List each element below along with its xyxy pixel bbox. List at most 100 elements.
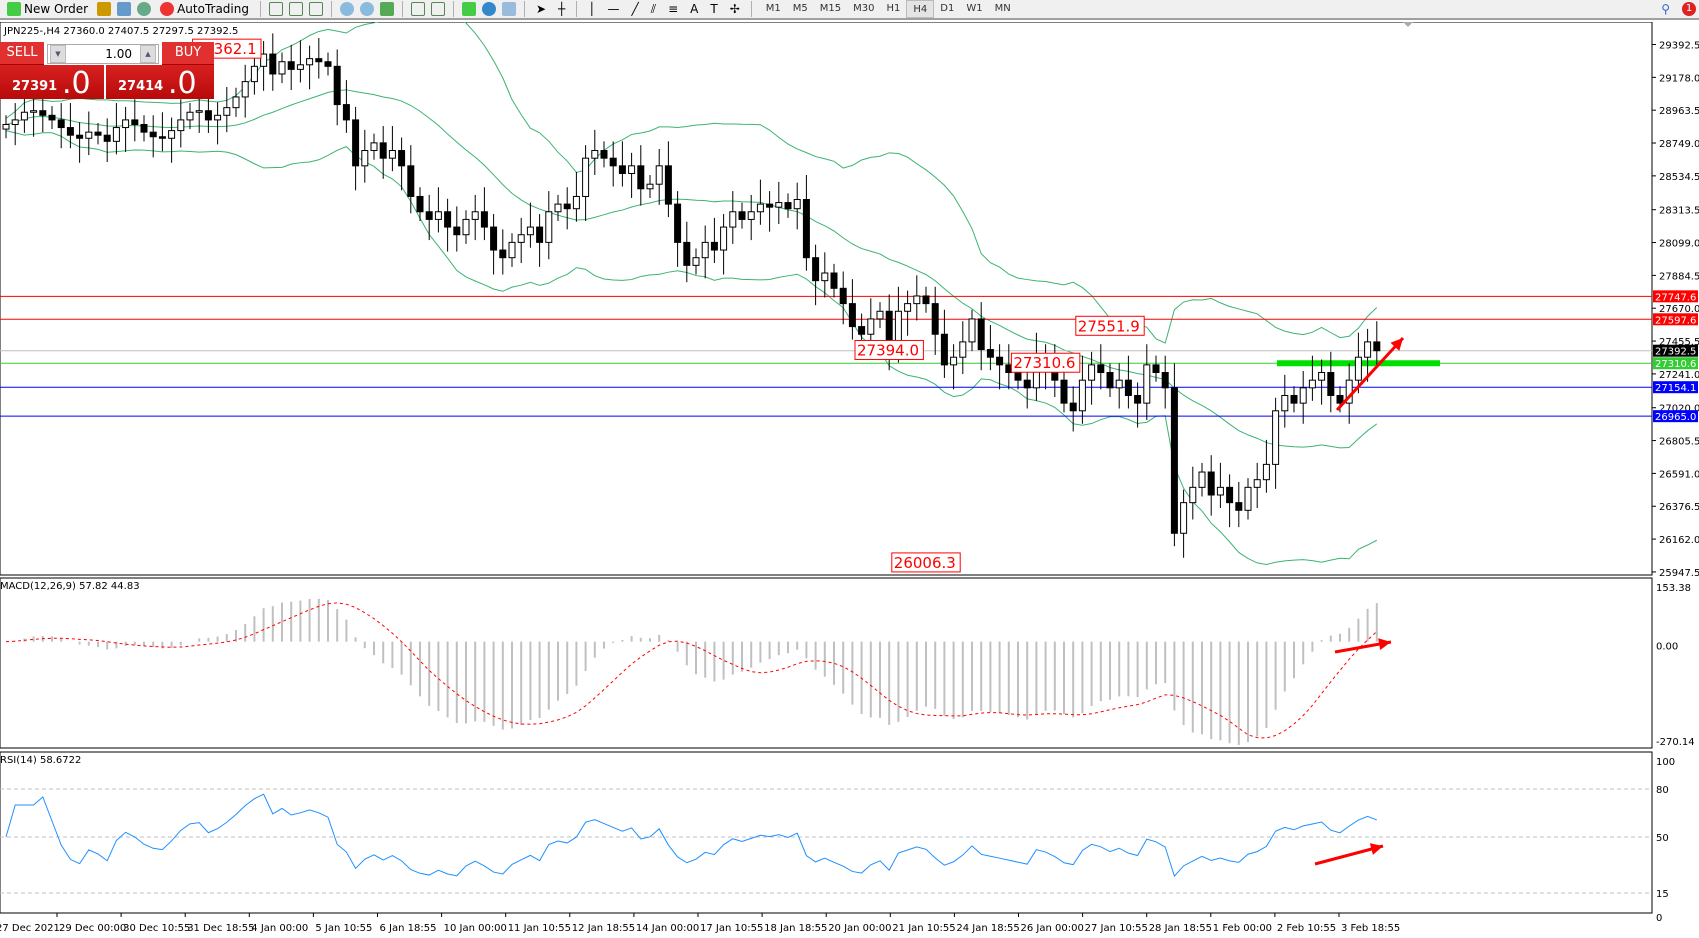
timeframe-h1[interactable]: H1 (886, 3, 901, 14)
one-click-trading-panel: SELL 1.00 ▼ ▲ BUY 27391.0 27414.0 (0, 42, 214, 101)
divider (576, 1, 578, 17)
macd-axis-label: 153.38 (1656, 583, 1691, 594)
price-tag: 27310.6 (1655, 359, 1696, 370)
candlestick-icon[interactable] (288, 2, 303, 16)
bull-candle (867, 318, 875, 335)
timeframe-m5[interactable]: M5 (792, 3, 808, 14)
equidistant-channel-icon[interactable]: ⫽ (650, 1, 657, 16)
cursor-icon[interactable]: ➤ (535, 2, 547, 16)
buy-price[interactable]: 27414.0 (106, 65, 214, 101)
timeframe-mn[interactable]: MN (994, 3, 1011, 14)
bear-candle (1134, 394, 1142, 404)
bear-candle (1152, 364, 1160, 374)
sell-button[interactable]: SELL (0, 42, 44, 65)
bear-candle (315, 58, 323, 63)
bar-chart-icon[interactable] (268, 2, 283, 16)
chart-shift-marker (1403, 22, 1413, 27)
autoscroll-icon[interactable] (430, 2, 445, 16)
bear-candle (766, 203, 774, 208)
bollinger-upper (5, 22, 1378, 344)
line-chart-icon[interactable] (308, 2, 323, 16)
bull-candle (1244, 486, 1252, 511)
price-tag-bg (1653, 313, 1698, 326)
timeframe-w1[interactable]: W1 (966, 3, 983, 14)
lots-input[interactable]: 1.00 (47, 44, 159, 64)
text-label-icon[interactable]: T (710, 2, 718, 16)
timeframe-d1[interactable]: D1 (940, 3, 955, 14)
bear-candle (1226, 486, 1234, 504)
bull-candle (241, 81, 249, 98)
text-icon[interactable]: A (690, 2, 699, 16)
bull-candle (306, 58, 314, 66)
rsi-axis-label: 0 (1656, 913, 1662, 924)
price-label: 27394.0 (857, 341, 919, 359)
timeframe-m1[interactable]: M1 (765, 3, 781, 14)
chart-shift-icon[interactable] (410, 2, 425, 16)
auto-trading-button[interactable]: AutoTrading (157, 0, 252, 18)
zoom-in-icon[interactable] (339, 2, 354, 16)
bear-candle (352, 119, 360, 167)
notifications-icon[interactable]: 1 (1679, 0, 1699, 18)
trendline-icon[interactable]: ╱ (631, 2, 639, 16)
arrows-icon[interactable]: ✢ (729, 2, 740, 16)
periods-icon[interactable] (481, 2, 496, 16)
timeframe-m30[interactable]: M30 (853, 3, 875, 14)
zoom-out-icon[interactable] (359, 2, 374, 16)
bear-candle (683, 241, 691, 266)
price-tag: 27597.6 (1655, 315, 1696, 326)
bull-candle (1198, 471, 1206, 488)
bear-candle (637, 165, 645, 190)
time-axis-label: 27 Jan 10:55 (1085, 923, 1148, 934)
data-window-icon[interactable] (117, 2, 132, 16)
lots-increase-button[interactable]: ▲ (140, 45, 156, 63)
auto-trading-icon (160, 2, 175, 16)
crosshair-icon[interactable]: ┼ (558, 2, 566, 16)
market-watch-icon[interactable] (97, 2, 112, 16)
price-axis-label: 27670.0 (1659, 304, 1699, 315)
bear-candle (609, 157, 617, 167)
fibonacci-icon[interactable]: ≡ (668, 2, 679, 16)
buy-button[interactable]: BUY (162, 42, 214, 65)
sell-price[interactable]: 27391.0 (0, 65, 104, 101)
time-axis-label: 30 Dec 10:55 (123, 923, 190, 934)
bear-candle (407, 165, 415, 197)
bear-candle (398, 150, 406, 167)
bear-candle (784, 202, 792, 210)
timeframe-m15[interactable]: M15 (819, 3, 842, 14)
price-axis-label: 27884.5 (1659, 271, 1699, 282)
bull-candle (471, 211, 479, 220)
horizontal-line-icon[interactable]: — (607, 2, 620, 16)
bull-candle (296, 64, 304, 70)
signals-icon[interactable] (137, 2, 152, 16)
rsi-axis-label: 50 (1656, 833, 1669, 844)
bear-candle (444, 211, 452, 228)
price-tag: 27154.1 (1655, 383, 1696, 394)
search-icon[interactable]: ⚲ (1661, 2, 1670, 16)
tile-windows-icon[interactable] (379, 2, 394, 16)
price-label-box (854, 339, 924, 360)
macd-label: MACD(12,26,9) 57.82 44.83 (0, 581, 140, 592)
toolbar: New Order AutoTrading ➤ ┼ │ — ╱ ⫽ ≡ A T … (0, 0, 1699, 20)
price-label-box (891, 552, 961, 573)
bear-candle (39, 110, 47, 116)
bear-candle (76, 134, 84, 139)
rsi-axis-label: 100 (1656, 757, 1675, 768)
chart-area[interactable]: 29392.5 29178.0 28963.5 28749.0 28534.5 28313… (0, 22, 1699, 938)
time-axis-label: 5 Jan 10:55 (315, 923, 372, 934)
indicators-icon[interactable] (461, 2, 476, 16)
macd-axis-label: -270.14 (1656, 737, 1695, 748)
macd-signal-line (5, 602, 1378, 739)
time-axis-label: 24 Jan 18:55 (956, 923, 1019, 934)
lots-decrease-button[interactable]: ▼ (50, 45, 66, 63)
timeframe-h4[interactable]: H4 (906, 0, 935, 18)
macd-axis-label: 0.00 (1656, 642, 1678, 653)
vertical-line-icon[interactable]: │ (588, 2, 596, 16)
bear-candle (425, 211, 433, 220)
price-axis-label: 27455.5 (1659, 337, 1699, 348)
new-order-button[interactable]: New Order (4, 0, 91, 18)
bear-candle (1097, 364, 1105, 374)
bull-candle (168, 130, 176, 139)
templates-icon[interactable] (501, 2, 516, 16)
bull-candle (508, 241, 516, 259)
bear-candle (618, 165, 626, 174)
